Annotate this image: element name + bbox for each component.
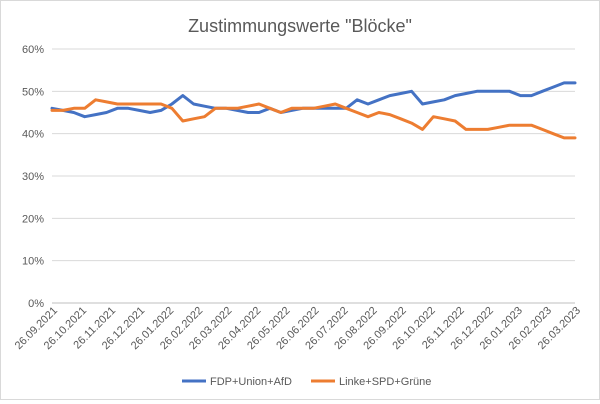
y-tick-label: 50% xyxy=(22,86,44,98)
y-tick-label: 30% xyxy=(22,171,44,183)
series-line-fdp-union-afd xyxy=(50,81,577,119)
legend-label-fdp-union-afd: FDP+Union+AfD xyxy=(210,376,292,388)
legend-label-linke-spd-gruene: Linke+SPD+Grüne xyxy=(339,376,431,388)
series-line-linke-spd-gruene xyxy=(50,98,577,140)
y-axis-ticks: 0% 10% 20% 30% 40% 50% 60% xyxy=(22,44,44,310)
series-lines xyxy=(50,81,577,140)
y-tick-label: 20% xyxy=(22,213,44,225)
x-axis-ticks: 26.09.202126.10.202126.11.202126.12.2021… xyxy=(13,305,583,352)
chart-title: Zustimmungswerte "Blöcke" xyxy=(188,16,412,36)
y-tick-label: 10% xyxy=(22,256,44,268)
gridlines xyxy=(52,48,575,304)
y-tick-label: 0% xyxy=(28,298,44,310)
legend: FDP+Union+AfD Linke+SPD+Grüne xyxy=(182,376,431,388)
y-tick-label: 40% xyxy=(22,129,44,141)
y-tick-label: 60% xyxy=(22,44,44,56)
